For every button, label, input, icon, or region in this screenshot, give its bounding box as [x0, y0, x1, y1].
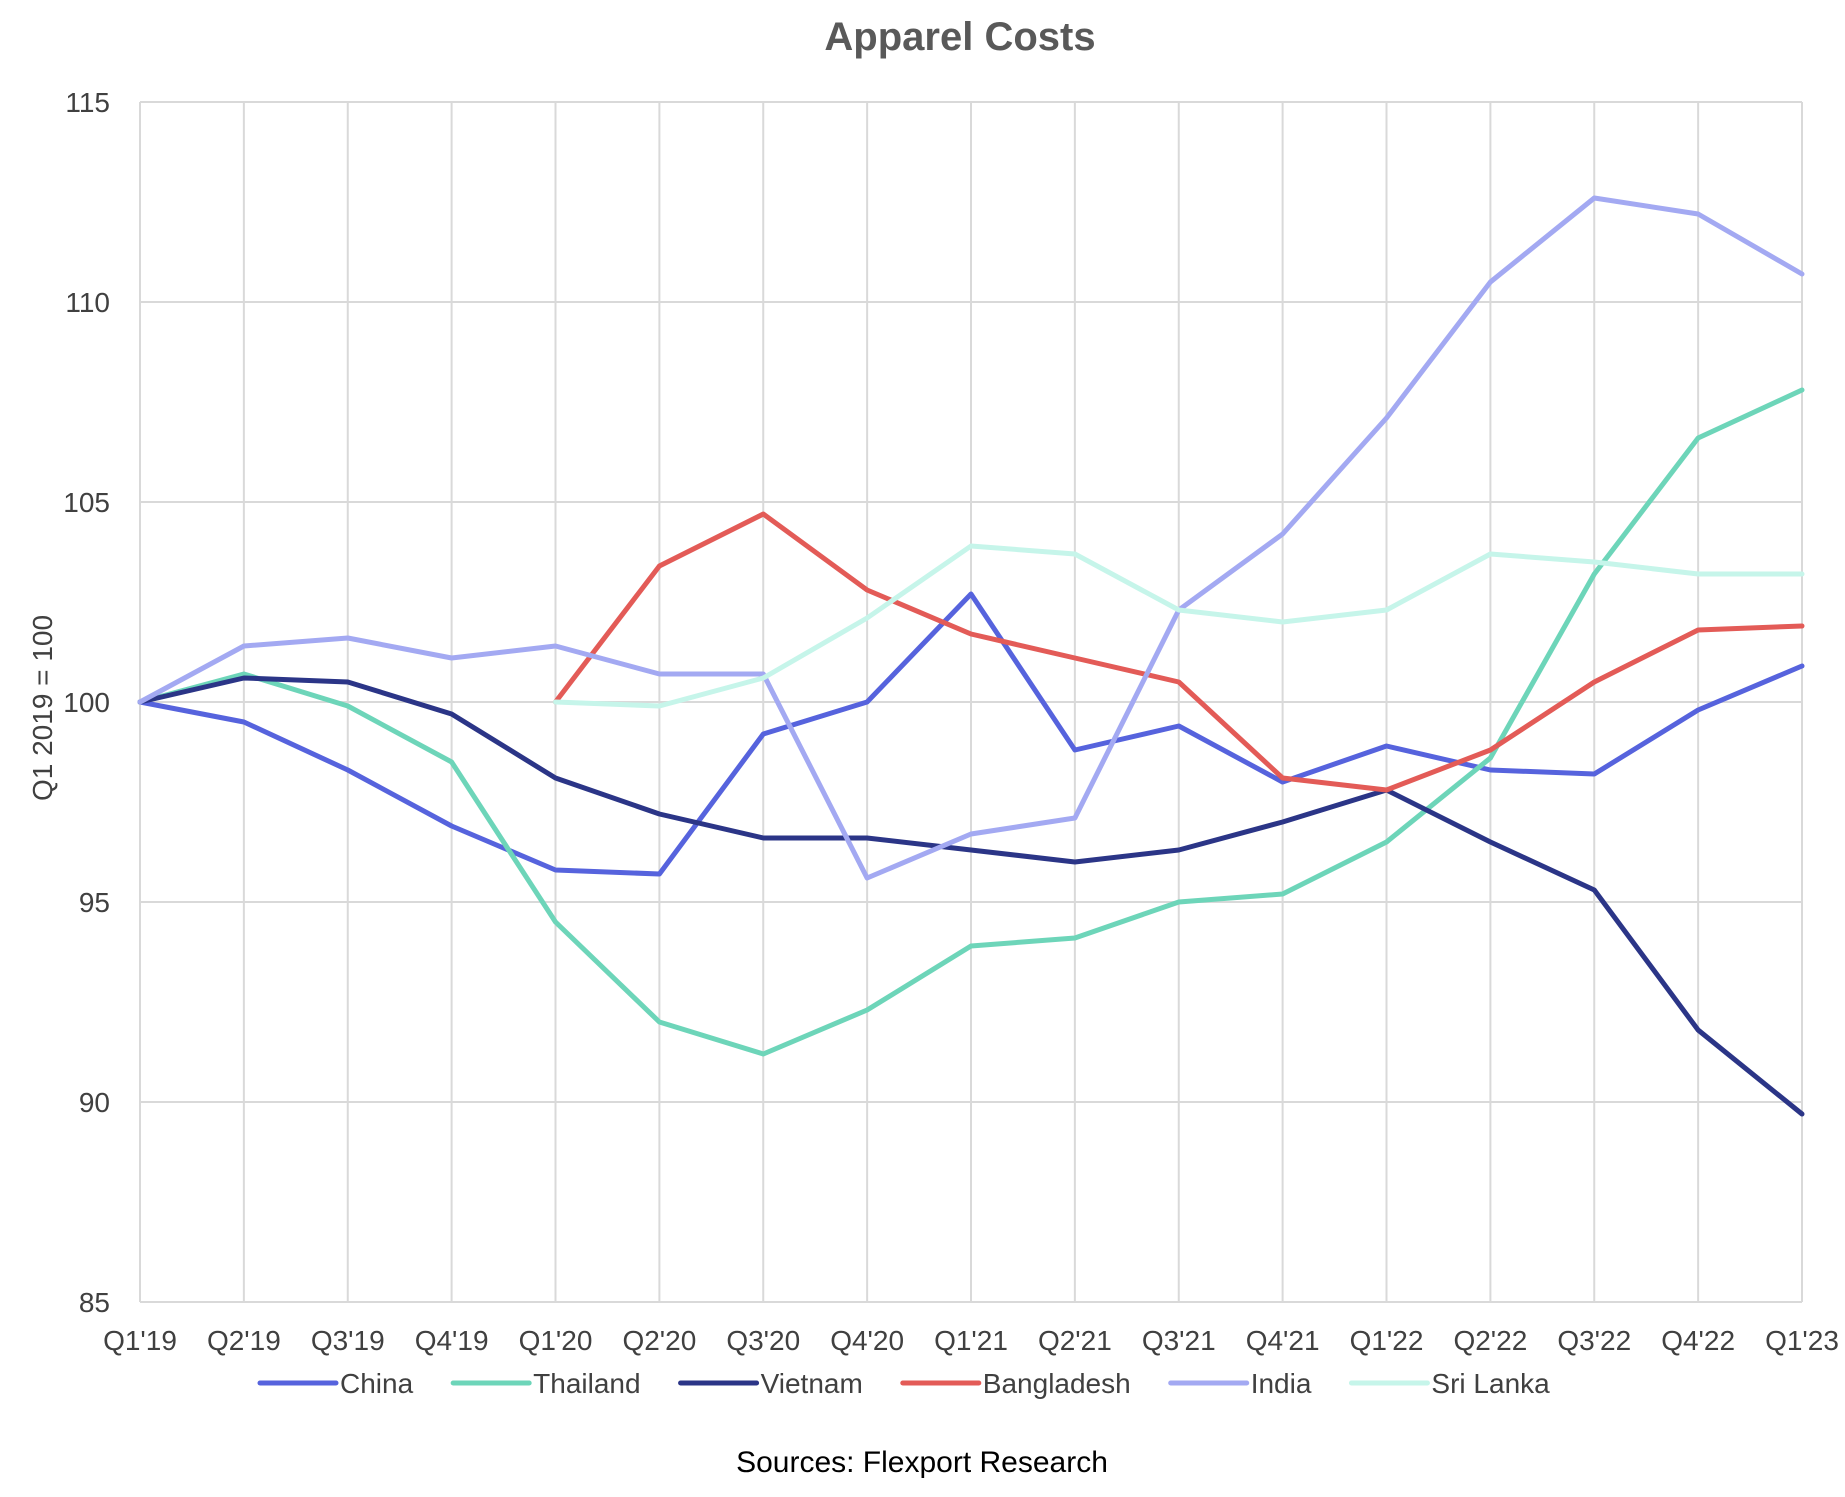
y-tick-label: 100 [63, 687, 110, 718]
series-line-sri-lanka [553, 543, 1805, 709]
x-tick-label: Q1'19 [103, 1325, 177, 1356]
x-tick-label: Q4'22 [1661, 1325, 1735, 1356]
y-tick-label: 95 [79, 887, 110, 918]
x-tick-label: Q2'22 [1453, 1325, 1527, 1356]
x-tick-label: Q3'21 [1142, 1325, 1216, 1356]
series-line-india [137, 195, 1805, 881]
series-line-china [137, 591, 1805, 877]
y-tick-label: 105 [63, 487, 110, 518]
y-tick-label: 90 [79, 1087, 110, 1118]
series-line-vietnam [137, 675, 1805, 1117]
x-tick-label: Q1'21 [934, 1325, 1008, 1356]
x-tick-label: Q2'19 [207, 1325, 281, 1356]
series-line-bangladesh [553, 511, 1805, 793]
x-tick-label: Q3'22 [1557, 1325, 1631, 1356]
x-tick-label: Q4'19 [415, 1325, 489, 1356]
x-tick-label: Q3'20 [726, 1325, 800, 1356]
x-tick-label: Q1'20 [519, 1325, 593, 1356]
grid-lines [139, 101, 1803, 1303]
legend-label-bangladesh: Bangladesh [983, 1368, 1131, 1399]
source-note: Sources: Flexport Research [736, 1446, 1108, 1479]
x-tick-label: Q2'20 [622, 1325, 696, 1356]
legend-label-china: China [340, 1368, 414, 1399]
x-axis-ticks: Q1'19 Q2'19 Q3'19 Q4'19 Q1'20 Q2'20 Q3'20 Q4'20… [103, 1325, 1839, 1356]
legend-label-thailand: Thailand [533, 1368, 640, 1399]
legend: China Thailand Vietnam Bangladesh India Sri L… [257, 1368, 1550, 1399]
series-line-thailand [137, 387, 1805, 1057]
legend-label-india: India [1251, 1368, 1312, 1399]
x-tick-label: Q1'23 [1765, 1325, 1839, 1356]
x-tick-label: Q1'22 [1350, 1325, 1424, 1356]
y-axis-title: Q1 2019 = 100 [27, 615, 58, 801]
x-tick-label: Q3'19 [311, 1325, 385, 1356]
chart-title: Apparel Costs [824, 15, 1095, 59]
y-tick-label: 115 [65, 87, 110, 118]
x-tick-label: Q4'21 [1246, 1325, 1320, 1356]
series-lines [137, 195, 1805, 1117]
x-tick-label: Q2'21 [1038, 1325, 1112, 1356]
x-tick-label: Q4'20 [830, 1325, 904, 1356]
y-tick-label: 85 [79, 1287, 110, 1318]
y-axis-ticks: 85 90 95 100 105 110 115 [63, 87, 110, 1318]
legend-label-sri-lanka: Sri Lanka [1431, 1368, 1550, 1399]
legend-label-vietnam: Vietnam [761, 1368, 863, 1399]
y-tick-label: 110 [65, 287, 110, 318]
